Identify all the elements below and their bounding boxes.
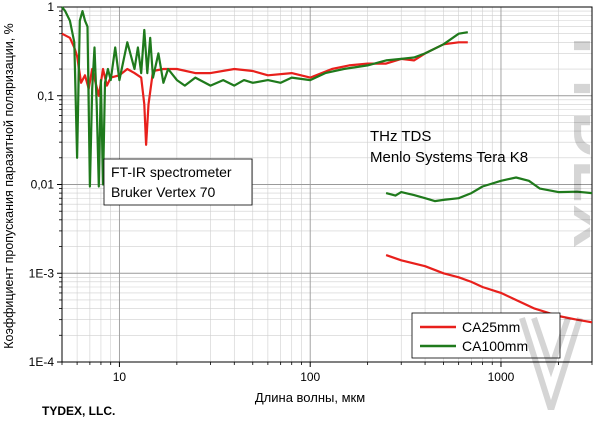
legend: CA25mm CA100mm <box>411 312 561 359</box>
x-tick-label: 100 <box>300 370 320 384</box>
y-tick-label: 1E-4 <box>29 355 55 369</box>
x-tick-label: 10 <box>113 370 127 384</box>
series-line-ca25mm-segment-2 <box>385 254 593 324</box>
series-line-ca100mm-segment-1 <box>61 6 468 188</box>
annotation-ftir: FT-IR spectrometer Bruker Vertex 70 <box>103 158 253 206</box>
annotation-thz-line2: Menlo Systems Tera K8 <box>370 149 528 166</box>
y-tick-label: 1E-3 <box>29 266 55 280</box>
annotation-thz-line1: THz TDS <box>370 128 431 145</box>
annotation-ftir-line1: FT-IR spectrometer <box>111 164 232 180</box>
company-brand: TYDEX, LLC. <box>42 404 116 418</box>
x-axis-label: Длина волны, мкм <box>255 390 365 405</box>
x-tick-label: 1000 <box>488 370 515 384</box>
legend-box <box>411 312 561 359</box>
series-line-ca100mm-segment-2 <box>385 176 593 203</box>
legend-label-ca25mm: CA25mm <box>462 319 520 335</box>
annotation-thz: THz TDS Menlo Systems Tera K8 <box>370 128 528 166</box>
legend-label-ca100mm: CA100mm <box>462 338 528 354</box>
y-tick-label: 0,1 <box>37 89 54 103</box>
annotation-ftir-box <box>103 158 253 206</box>
axis-ticks: 10 100 1000 1 0,1 0,01 1E-3 1E-4 <box>29 0 593 384</box>
y-axis-label: Коэффициент пропускания паразитной поляр… <box>2 23 16 349</box>
y-tick-label: 1 <box>47 0 54 14</box>
y-tick-label: 0,01 <box>31 178 55 192</box>
annotation-ftir-line2: Bruker Vertex 70 <box>111 184 215 200</box>
